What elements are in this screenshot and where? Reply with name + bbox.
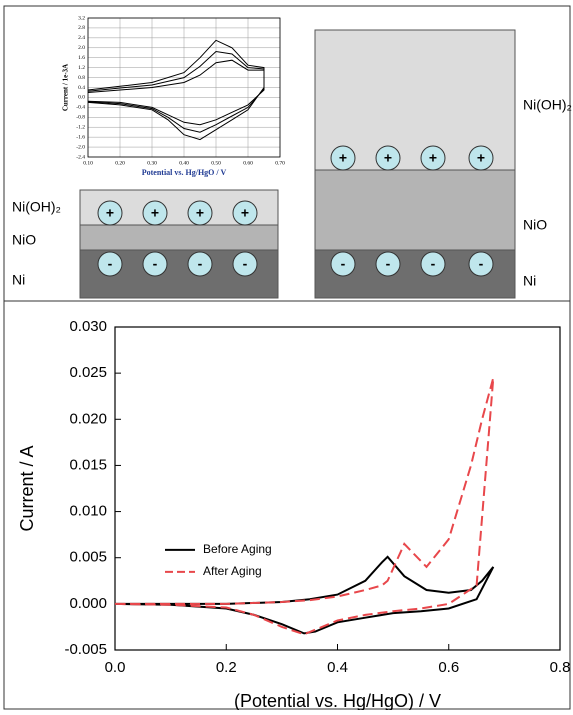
bottom-frame [3,300,571,710]
cv-line [114,377,495,636]
x-tick-label: 0.6 [438,659,459,676]
y-tick-label: 0.025 [69,364,107,381]
ion [142,200,168,226]
ion-sign: + [384,150,392,166]
x-tick-label: 0.2 [216,659,237,676]
ion-sign: + [477,150,485,166]
y-tick-label: 0.010 [69,503,107,520]
ion-sign: - [479,256,484,272]
ion [468,251,494,277]
x-tick-label: 0.60 [243,160,253,166]
y-tick-label: 2.0 [78,45,85,51]
plot-frame [114,326,561,651]
ion-sign: + [429,150,437,166]
ion-sign: - [198,256,203,272]
y-tick-label: 0.8 [78,75,85,81]
ion-sign: + [151,205,159,221]
ion-sign: + [196,205,204,221]
x-tick-label: 0.4 [327,659,348,676]
ion [375,251,401,277]
ion [97,200,123,226]
layer-label: NiO [523,217,547,233]
y-tick-label: 2.4 [78,35,85,41]
ion-sign: - [108,256,113,272]
y-tick-label: -1.6 [76,134,85,140]
x-axis-label: Potential vs. Hg/HgO / V [142,168,227,177]
y-axis-label: Current / A [17,445,37,531]
ion [232,251,258,277]
ion-sign: - [153,256,158,272]
ion [232,200,258,226]
y-tick-label: 0.030 [69,318,107,335]
layer-label: Ni(OH)₂ [12,199,61,215]
y-tick-label: -2.0 [76,144,85,150]
y-tick-label: 0.020 [69,410,107,427]
y-tick-label: 0.4 [78,85,85,91]
y-tick-label: -1.2 [76,124,85,130]
y-tick-label: -0.8 [76,115,85,121]
ion [97,251,123,277]
y-tick-label: 0.015 [69,456,107,473]
cv-line [114,555,495,635]
y-tick-label: 2.8 [78,25,85,31]
x-tick-label: 0.8 [550,659,571,676]
layer-label: NiO [12,232,36,248]
layer-label: Ni(OH)₂ [523,97,572,113]
ion [330,251,356,277]
y-tick-label: 1.6 [78,55,85,61]
y-tick-label: 3.2 [78,15,85,21]
legend-label: After Aging [203,564,262,578]
x-tick-label: 0.70 [275,160,285,166]
x-tick-label: 0.30 [147,160,157,166]
layer-label: Ni [12,272,25,288]
x-tick-label: 0.10 [83,160,93,166]
cv-line [87,59,265,126]
plot-frame [87,17,281,158]
ion [375,145,401,171]
y-tick-label: 1.2 [78,65,85,71]
y-tick-label: -0.4 [76,105,85,111]
y-tick-label: -2.4 [76,154,85,160]
y-tick-label: -0.005 [64,641,107,658]
ion [142,251,168,277]
legend-label: Before Aging [203,542,272,556]
ion-sign: + [106,205,114,221]
y-axis-label: Current / 1e-3A [62,64,70,111]
ion [187,251,213,277]
x-tick-label: 0.50 [211,160,221,166]
ion-sign: - [341,256,346,272]
ion [468,145,494,171]
y-tick-label: 0.005 [69,549,107,566]
ion-sign: + [339,150,347,166]
ion-sign: - [386,256,391,272]
x-tick-label: 0.40 [179,160,189,166]
ion [330,145,356,171]
x-tick-label: 0.20 [115,160,125,166]
x-tick-label: 0.0 [105,659,126,676]
ion-sign: - [431,256,436,272]
ion [420,251,446,277]
layer-label: Ni [523,273,536,289]
layer-nio [314,169,516,251]
y-tick-label: 0.000 [69,595,107,612]
ion-sign: - [243,256,248,272]
ion-sign: + [241,205,249,221]
x-axis-label: (Potential vs. Hg/HgO) / V [234,691,441,710]
ion [420,145,446,171]
y-tick-label: 0.0 [78,95,85,101]
ion [187,200,213,226]
layer-nio [79,224,279,251]
